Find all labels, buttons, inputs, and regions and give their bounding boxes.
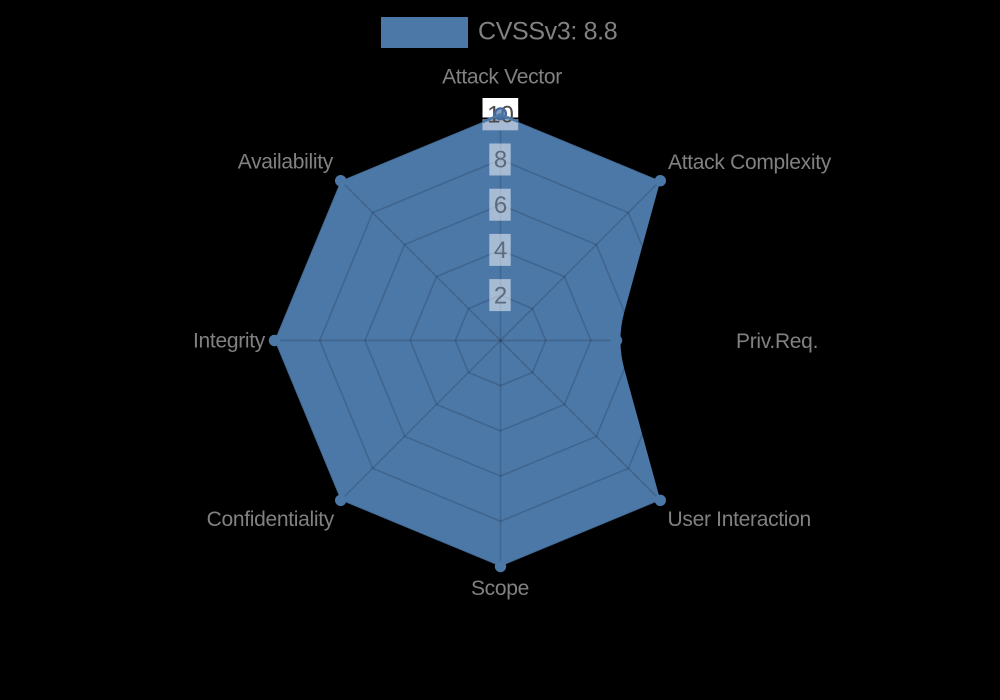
svg-text:Availability: Availability — [238, 151, 334, 174]
svg-text:Attack Vector: Attack Vector — [442, 66, 562, 89]
svg-text:8: 8 — [494, 147, 507, 174]
svg-text:4: 4 — [494, 237, 507, 264]
svg-text:Integrity: Integrity — [193, 330, 266, 353]
svg-text:Scope: Scope — [471, 577, 529, 600]
svg-text:6: 6 — [494, 192, 507, 219]
svg-text:User Interaction: User Interaction — [668, 508, 811, 531]
svg-text:Priv.Req.: Priv.Req. — [736, 330, 818, 353]
svg-text:Attack Complexity: Attack Complexity — [668, 151, 832, 174]
svg-text:2: 2 — [494, 282, 507, 309]
svg-text:CVSSv3: 8.8: CVSSv3: 8.8 — [478, 18, 617, 46]
svg-text:Confidentiality: Confidentiality — [207, 508, 335, 531]
